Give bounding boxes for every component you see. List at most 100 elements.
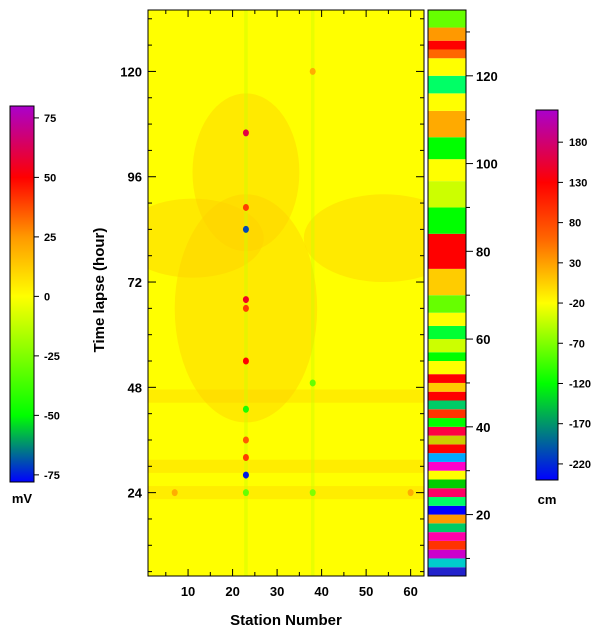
heatmap-anomaly	[242, 471, 249, 479]
x-tick-label: 30	[270, 584, 284, 599]
x-axis-title: Station Number	[230, 612, 342, 629]
colorbar-band	[428, 352, 466, 362]
colorbar-band	[428, 497, 466, 506]
colorbar-tick-label: 80	[569, 218, 581, 230]
colorbar-band	[428, 400, 466, 410]
heatmap-halo	[192, 93, 300, 252]
colorbar-hour: 20 40 60 80 100 120	[427, 9, 498, 577]
colorbar-band	[428, 27, 466, 41]
colorbar-band	[428, 540, 466, 550]
colorbar-band	[428, 453, 466, 462]
colorbar-band	[428, 435, 466, 445]
colorbar-band	[428, 40, 466, 50]
x-tick-label: 60	[403, 584, 417, 599]
colorbar-band	[428, 233, 466, 269]
colorbar-fill	[535, 109, 559, 481]
colorbar-tick-label: 40	[476, 420, 490, 435]
heatmap-anomaly	[242, 489, 249, 497]
heatmap-anomaly	[242, 203, 249, 211]
colorbar-band	[428, 58, 466, 76]
colorbar-band	[428, 479, 466, 489]
colorbar-fill	[9, 105, 35, 483]
heatmap-anomaly	[309, 489, 316, 497]
colorbar-band	[428, 532, 466, 541]
heatmap-anomaly	[309, 379, 316, 387]
heatmap-anomaly	[242, 304, 249, 312]
colorbar-band	[428, 361, 466, 375]
colorbar-band	[428, 49, 466, 59]
colorbar-band	[428, 567, 466, 576]
x-tick-label: 20	[225, 584, 239, 599]
plot-frame	[147, 9, 425, 577]
colorbar-band	[428, 444, 466, 454]
heatmap-anomaly	[242, 436, 249, 444]
colorbar-band	[428, 295, 466, 313]
x-tick-label: 10	[181, 584, 195, 599]
colorbar-mv: 75 50 25 0 -25 -50 -75	[9, 105, 60, 483]
heatmap-anomaly	[171, 489, 178, 497]
x-tick-label: 50	[359, 584, 373, 599]
heatmap-anomaly	[309, 67, 316, 75]
colorbar-cm-unit: cm	[538, 492, 557, 507]
colorbar-band	[428, 470, 466, 480]
colorbar-tick-label: -75	[44, 470, 60, 482]
heatmap-anomaly	[242, 129, 249, 137]
y-tick-label: 48	[128, 380, 142, 395]
colorbar-band	[428, 181, 466, 208]
colorbar-band	[428, 418, 466, 427]
heatmap-band	[148, 389, 424, 403]
heatmap-anomaly	[242, 357, 249, 365]
colorbar-band	[428, 549, 466, 559]
colorbar-band	[428, 75, 466, 94]
heatmap-band	[148, 459, 424, 473]
colorbar-band	[428, 558, 466, 568]
colorbar-band	[428, 523, 466, 533]
colorbar-band	[428, 382, 466, 392]
colorbar-tick-label: 50	[44, 172, 56, 184]
colorbar-tick-label: 120	[476, 69, 498, 84]
colorbar-band	[428, 461, 466, 471]
heatmap-anomaly	[242, 296, 249, 304]
colorbar-tick-label: 130	[569, 177, 587, 189]
heatmap-column	[244, 10, 248, 576]
heatmap-field	[148, 10, 424, 576]
y-tick-label: 96	[128, 170, 142, 185]
colorbar-tick-label: -25	[44, 351, 60, 363]
heatmap-anomaly	[242, 405, 249, 413]
colorbar-tick-label: 80	[476, 244, 490, 259]
colorbar-tick-label: 25	[44, 232, 56, 244]
colorbar-cm: 180 130 80 30 -20 -70 -120 -170 -220	[535, 109, 591, 481]
x-tick-label: 40	[314, 584, 328, 599]
heatmap-anomaly	[407, 489, 414, 497]
colorbar-band	[428, 409, 466, 419]
heatmap-background	[148, 10, 424, 576]
colorbar-band	[428, 10, 466, 28]
colorbar-tick-label: -20	[569, 298, 585, 310]
colorbar-frame	[427, 9, 467, 577]
colorbar-band	[428, 325, 466, 340]
y-axis-title: Time lapse (hour)	[91, 228, 108, 353]
y-tick-label: 72	[128, 275, 142, 290]
y-tick-label: 120	[120, 64, 142, 79]
colorbar-band	[428, 312, 466, 326]
colorbar-band	[428, 268, 466, 296]
colorbar-tick-label: -50	[44, 410, 60, 422]
heatmap-band	[148, 486, 424, 500]
colorbar-mv-unit: mV	[12, 491, 33, 506]
colorbar-band	[428, 93, 466, 111]
colorbar-band	[428, 374, 466, 383]
colorbar-band	[428, 426, 466, 436]
heatmap-column	[310, 10, 315, 576]
plot-area: 10 20 30 40 50 60 24 48 72 96 120	[120, 9, 425, 599]
colorbar-tick-label: 0	[44, 291, 50, 303]
colorbar-tick-label: 180	[569, 137, 587, 149]
colorbar-band	[428, 159, 466, 182]
heatmap-halo	[148, 198, 264, 278]
colorbar-tick-label: -120	[569, 378, 591, 390]
colorbar-band	[428, 207, 466, 234]
colorbar-band	[428, 339, 466, 353]
colorbar-band	[428, 514, 466, 524]
heatmap-halo	[303, 194, 424, 283]
colorbar-band	[428, 488, 466, 498]
colorbar-tick-label: -170	[569, 419, 591, 431]
